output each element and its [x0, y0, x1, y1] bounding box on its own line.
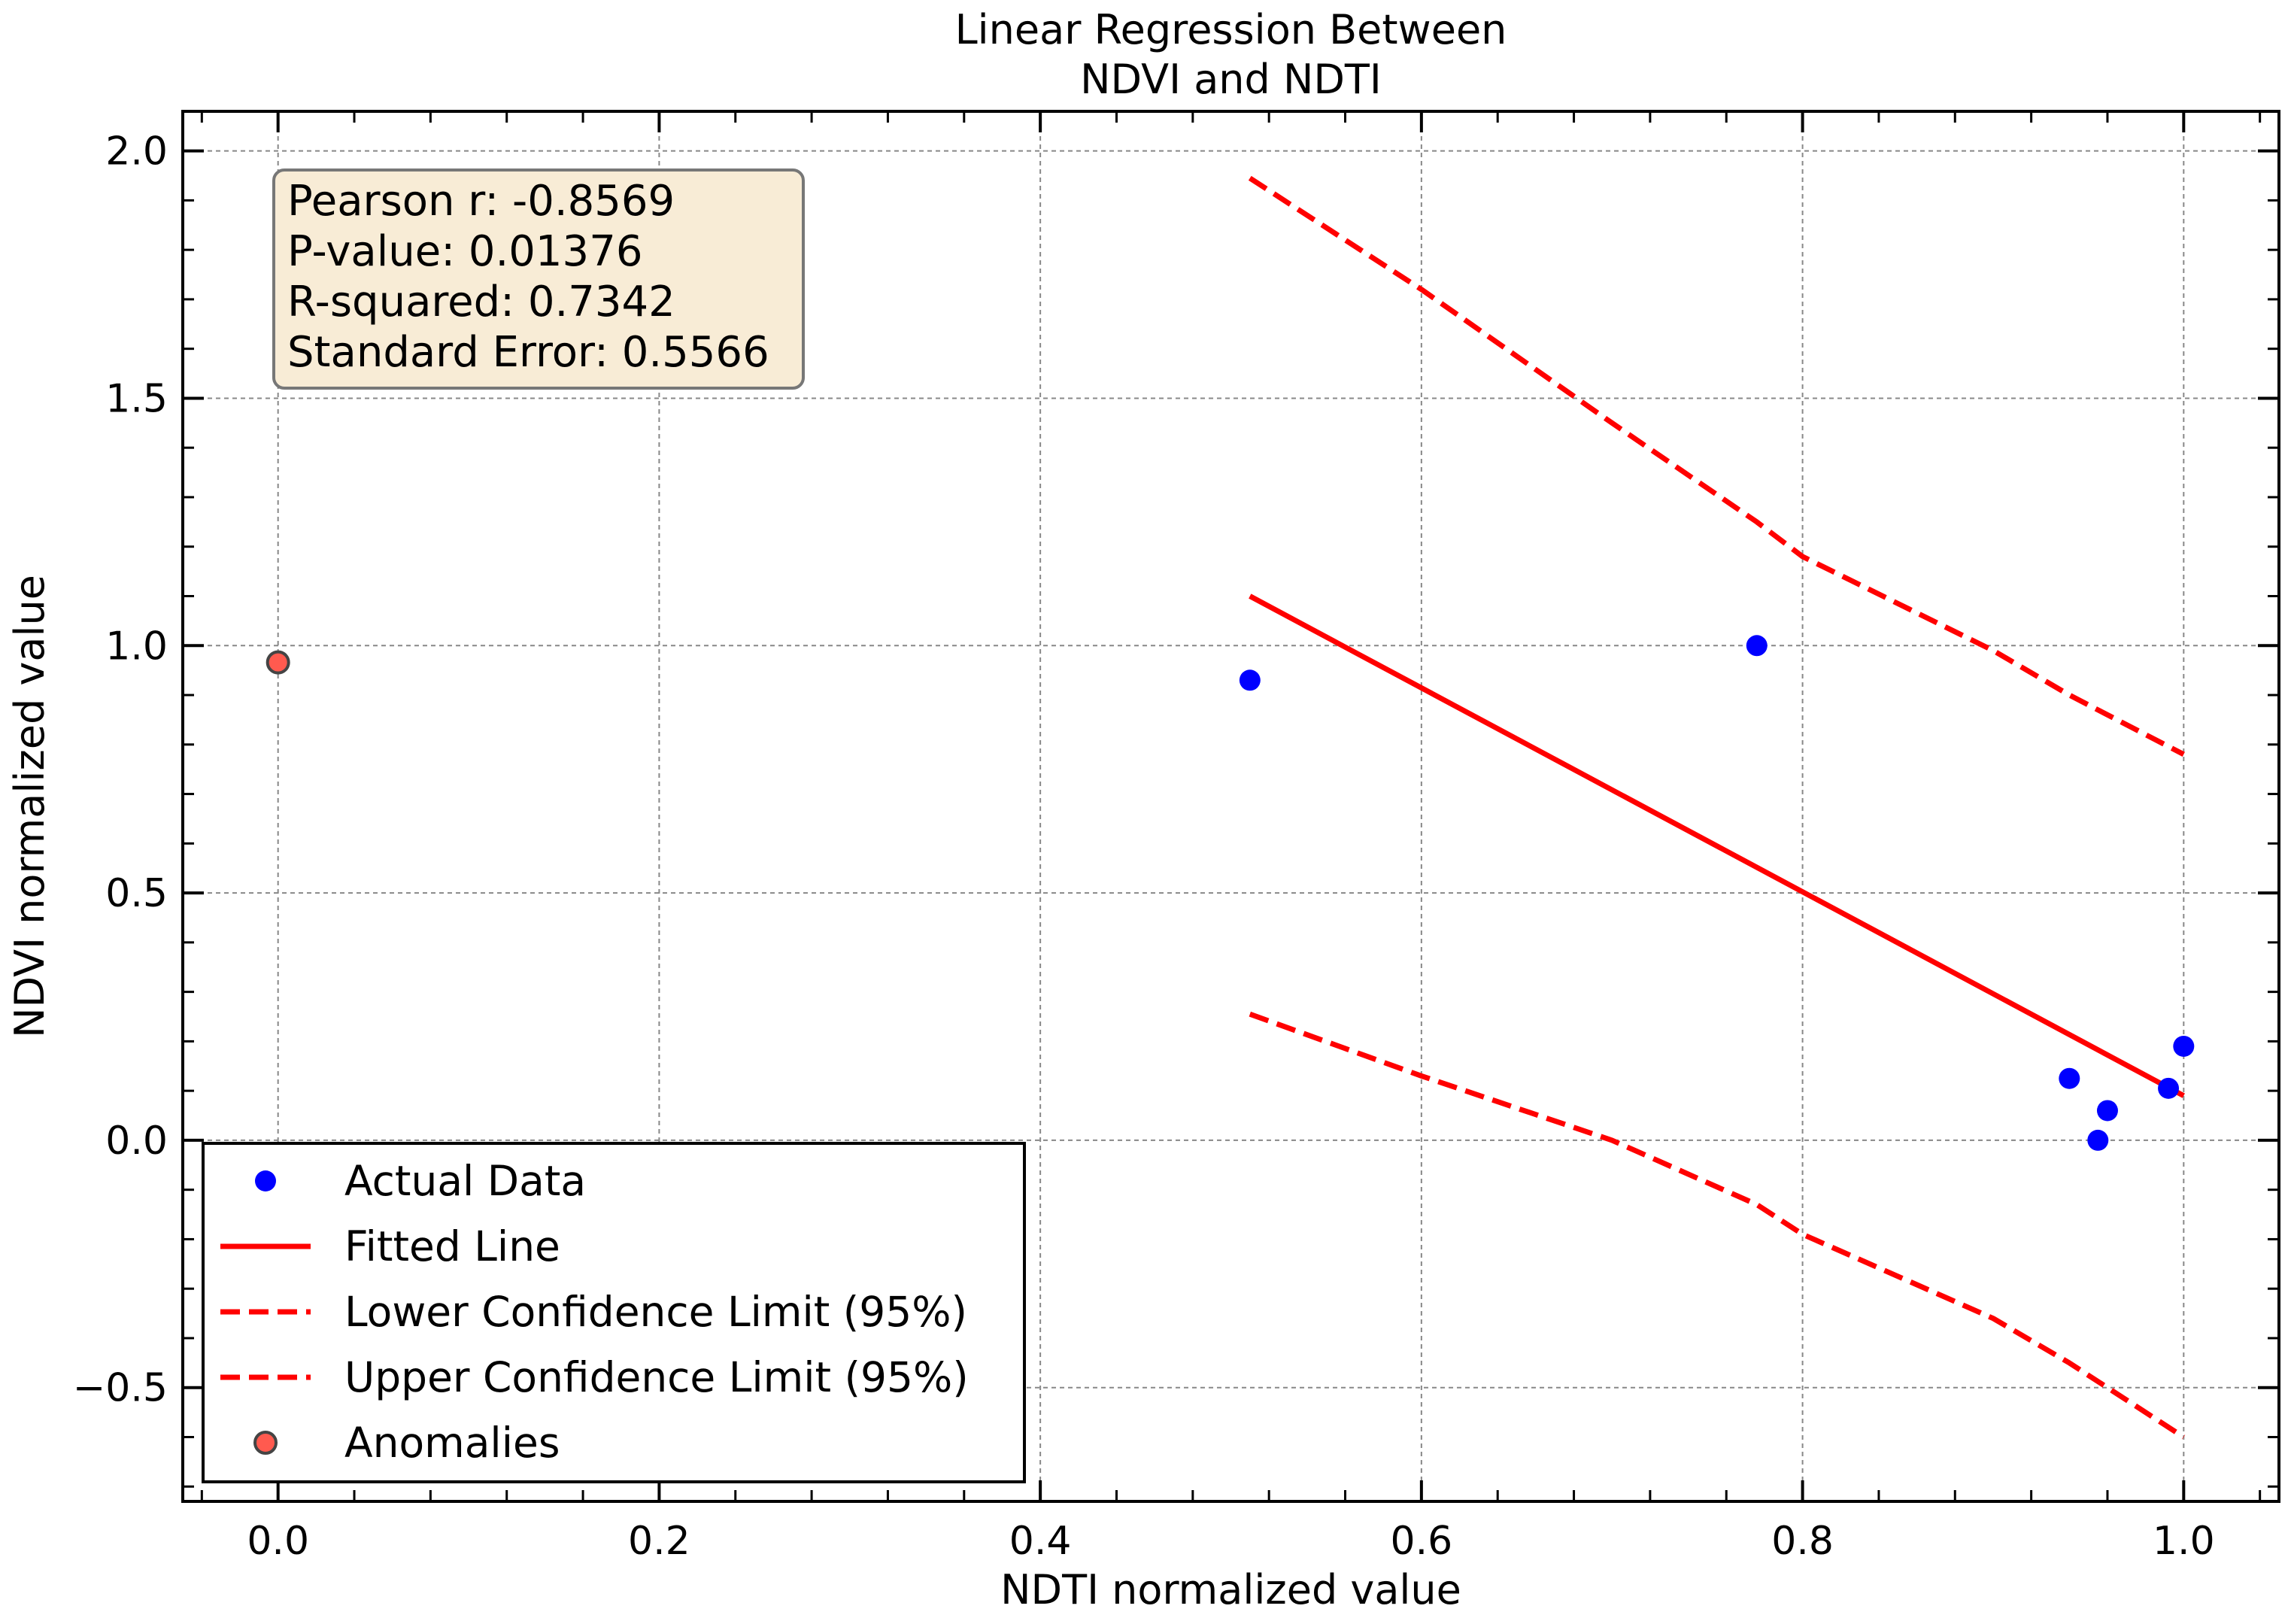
stats-p-value: P-value: 0.01376: [287, 227, 642, 276]
chart-title-line-2: NDVI and NDTI: [1080, 56, 1382, 103]
y-tick-label: 0.0: [105, 1119, 168, 1164]
fitted-line-line: [1249, 593, 2185, 1098]
y-tick-label: 1.0: [105, 624, 168, 669]
legend-marker: [253, 1431, 278, 1455]
x-tick-label: 0.4: [1009, 1519, 1072, 1564]
legend-item-actual-data: Actual Data: [255, 1157, 586, 1205]
legend-item-fitted-line: Fitted Line: [220, 1222, 560, 1270]
actual-data-point: [2087, 1129, 2109, 1151]
x-tick-label: 0.8: [1771, 1519, 1834, 1564]
actual-data-point: [2059, 1067, 2080, 1089]
plot-series: [266, 175, 2195, 1440]
y-tick-label: 1.5: [105, 376, 168, 421]
actual-data-point: [1746, 635, 1768, 657]
axis-ticks: 0.0 0.2 0.4 0.6 0.8 1.0 −0.5 0.0 0.5 1.0 1.5 2.0: [73, 111, 2279, 1564]
stats-r-squared: R-squared: 0.7342: [287, 278, 675, 326]
x-tick-label: 1.0: [2153, 1519, 2215, 1564]
legend-background: [202, 1142, 1026, 1483]
actual-data-point: [1239, 669, 1261, 691]
legend-marker: [255, 1170, 276, 1191]
legend-item-lower-confidence-limit-95: Lower Confidence Limit (95%): [220, 1288, 967, 1336]
y-tick-label: 2.0: [105, 129, 168, 175]
x-tick-label: 0.0: [247, 1519, 309, 1564]
legend-item-upper-confidence-limit-95: Upper Confidence Limit (95%): [220, 1353, 969, 1401]
legend-label: Fitted Line: [344, 1222, 560, 1270]
x-tick-label: 0.2: [628, 1519, 690, 1564]
stats-standard-error: Standard Error: 0.5566: [287, 328, 769, 377]
legend-label: Lower Confidence Limit (95%): [344, 1288, 967, 1336]
y-tick-label: 0.5: [105, 871, 168, 916]
legend-label: Actual Data: [344, 1157, 586, 1205]
stats-pearson-r: Pearson r: -0.8569: [287, 177, 675, 226]
y-axis-label: NDVI normalized value: [6, 575, 53, 1038]
x-axis-label: NDTI normalized value: [1000, 1566, 1461, 1613]
x-tick-label: 0.6: [1391, 1519, 1453, 1564]
stats-box-background: [272, 168, 805, 390]
chart-title-line-1: Linear Regression Between: [955, 6, 1507, 53]
lower-confidence-limit-95-line: [1249, 1011, 2186, 1440]
legend-label: Upper Confidence Limit (95%): [344, 1353, 969, 1401]
actual-data-point: [2173, 1035, 2195, 1057]
plot-frame: [181, 110, 2280, 1503]
actual-data-point: [2158, 1077, 2180, 1099]
stats-box: Pearson r: -0.8569 P-value: 0.01376 R-sq…: [272, 168, 805, 390]
legend: Actual Data Fitted Line Lower Confidence L…: [202, 1142, 1026, 1483]
anomalies-point: [266, 650, 290, 675]
y-tick-label: −0.5: [73, 1366, 168, 1411]
actual-data-point: [2096, 1100, 2118, 1122]
legend-item-anomalies: Anomalies: [253, 1419, 560, 1467]
upper-confidence-limit-95-line: [1248, 175, 2185, 757]
legend-label: Anomalies: [344, 1419, 560, 1467]
grid-lines: [183, 111, 2279, 1501]
